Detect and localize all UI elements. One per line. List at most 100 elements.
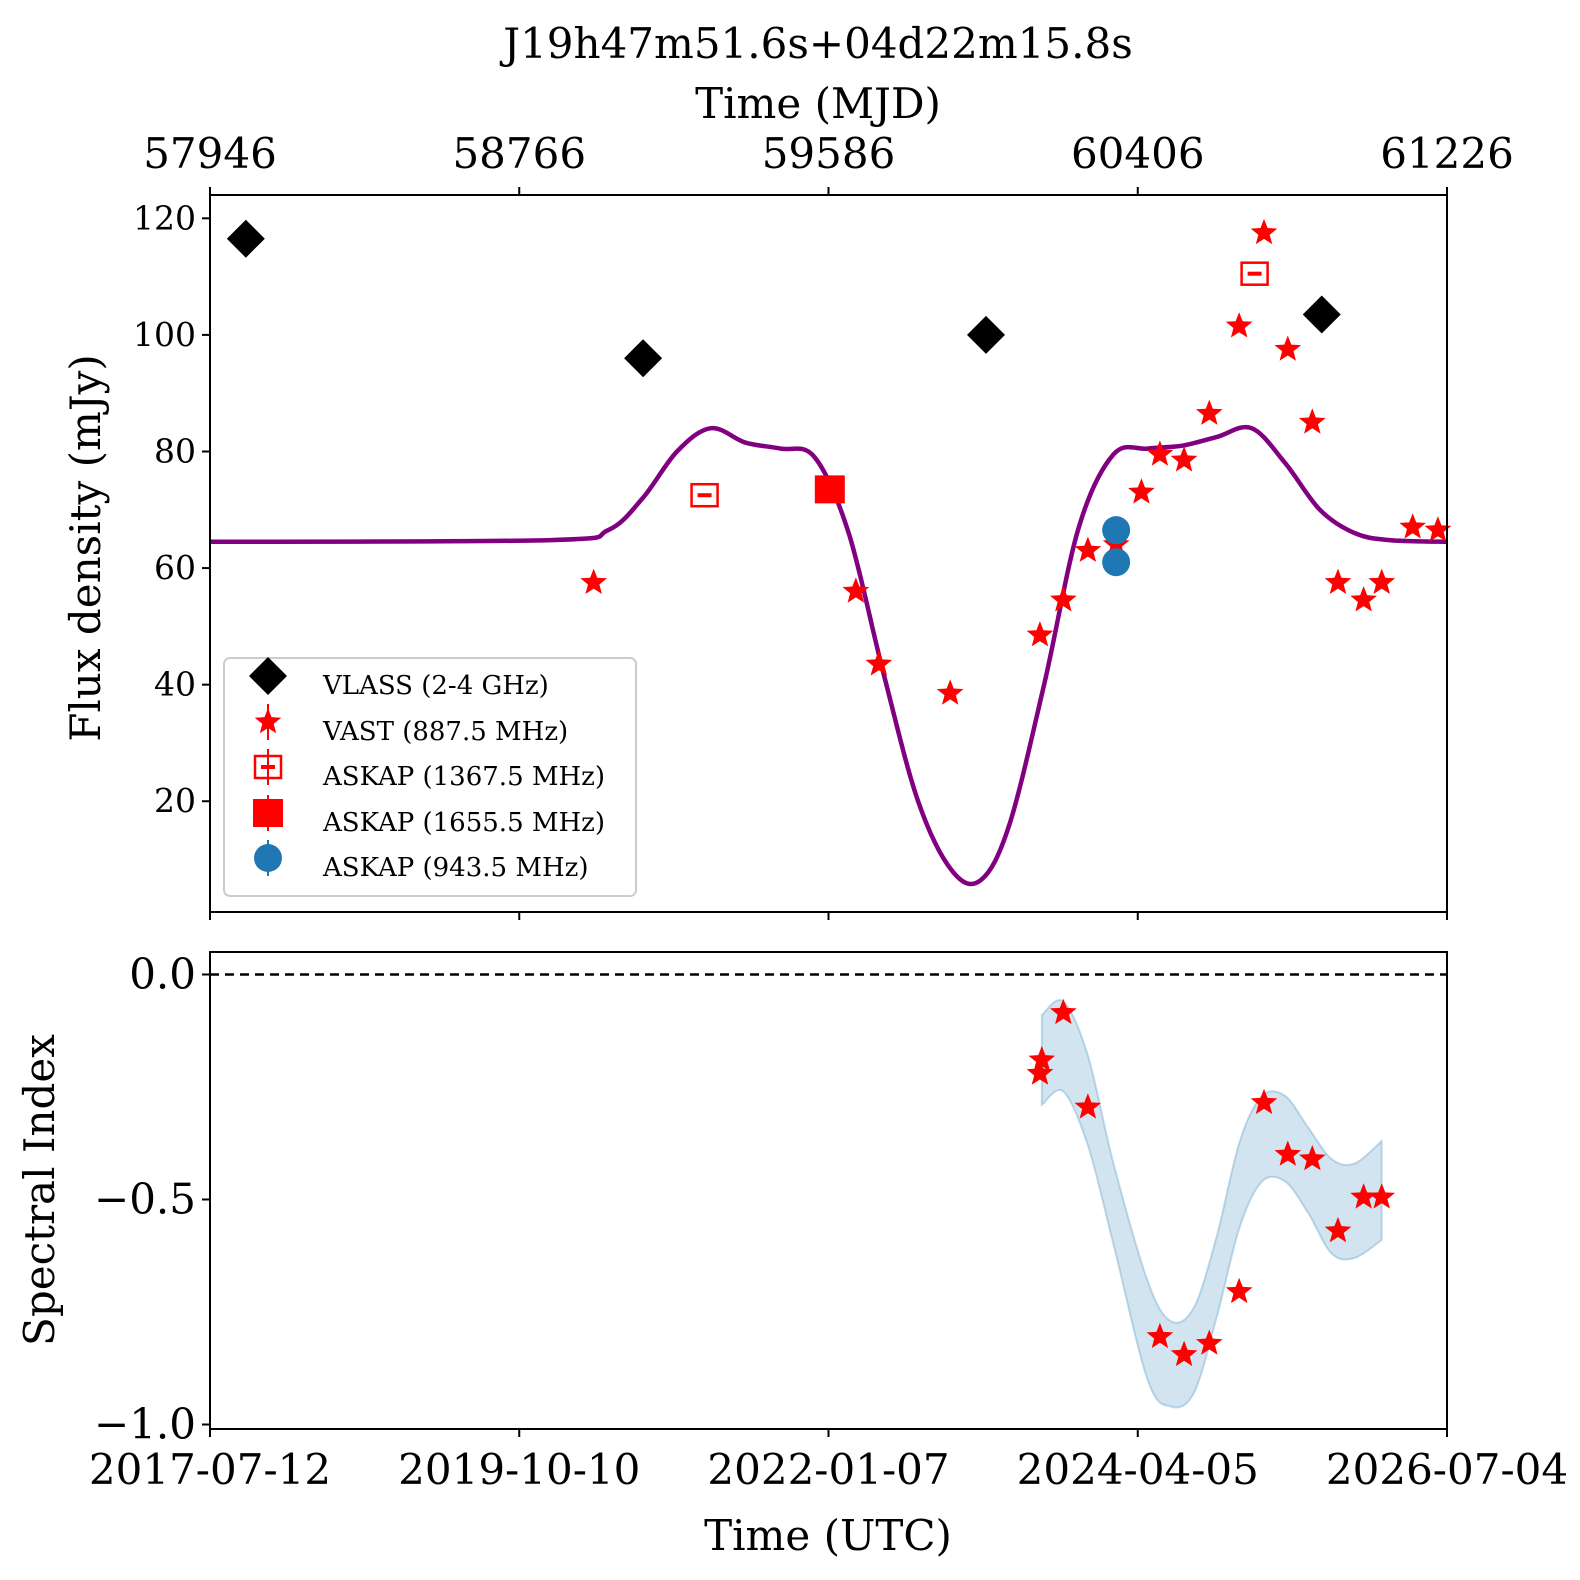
utc-tick-label: 2022-01-07	[707, 1445, 949, 1494]
legend-diamond-marker	[249, 657, 287, 695]
flux-x-tick-marks	[209, 912, 1448, 920]
star-data-point	[1225, 312, 1253, 338]
legend-square-open-marker	[253, 754, 283, 780]
spectral-index-star	[1028, 1046, 1056, 1072]
diamond-data-point	[624, 339, 663, 378]
spectral-index-points	[1026, 998, 1396, 1367]
star-data-point	[1399, 513, 1426, 539]
star-data-point	[1324, 568, 1352, 594]
flux-data-points	[226, 218, 1452, 705]
star-data-point	[1196, 399, 1223, 425]
legend-label-askap-1367: ASKAP (1367.5 MHz)	[322, 762, 605, 792]
diamond-data-point	[967, 315, 1006, 354]
star-data-point	[1350, 586, 1377, 612]
star-data-point	[1368, 568, 1396, 594]
legend-item-askap-1367: ASKAP (1367.5 MHz)	[253, 749, 605, 792]
spectral-y-tick-label: −1.0	[94, 1400, 196, 1449]
utc-tick-label: 2024-04-05	[1017, 1445, 1259, 1494]
legend-square-marker	[253, 799, 283, 827]
spectral-index-star	[1146, 1322, 1174, 1349]
legend-label-askap-943: ASKAP (943.5 MHz)	[322, 853, 588, 883]
legend-label-askap-1655: ASKAP (1655.5 MHz)	[322, 808, 605, 838]
legend-circle-marker	[254, 844, 282, 872]
flux-y-tick-label: 20	[154, 781, 196, 820]
flux-panel: J19h47m51.6s+04d22m15.8s Time (MJD) 5794…	[61, 19, 1514, 920]
star-data-point	[1128, 478, 1155, 504]
spectral-index-star	[1250, 1088, 1278, 1115]
star-data-point	[1146, 440, 1174, 466]
star-data-point	[1299, 408, 1326, 434]
star-data-point	[1424, 516, 1452, 542]
spectral-index-star	[1170, 1340, 1198, 1367]
diamond-data-point	[1302, 295, 1341, 334]
legend-item-vast: VAST (887.5 MHz)	[254, 704, 568, 747]
model-curve	[209, 424, 1448, 887]
star-data-point	[1050, 586, 1077, 612]
spectral-index-star	[1350, 1183, 1377, 1209]
star-data-point	[936, 679, 964, 705]
top-x-axis-label: Time (MJD)	[695, 79, 941, 128]
legend-star-marker	[254, 708, 282, 734]
legend-item-askap-943: ASKAP (943.5 MHz)	[254, 840, 588, 883]
star-data-point	[1026, 621, 1054, 647]
legend-item-vlass: VLASS (2-4 GHz)	[249, 657, 549, 701]
star-data-point	[1274, 335, 1302, 361]
square-open-data-point	[690, 482, 719, 508]
spectral-index-model-band	[1040, 999, 1383, 1409]
mjd-tick-label: 58766	[452, 129, 586, 178]
star-data-point	[842, 577, 870, 603]
mjd-tick-group: 57946 58766 59586 60406 61226	[143, 129, 1514, 195]
legend-label-vast: VAST (887.5 MHz)	[322, 717, 568, 747]
legend-label-vlass: VLASS (2-4 GHz)	[322, 671, 549, 701]
open-square-outline	[253, 754, 283, 780]
diamond-data-point	[226, 219, 265, 258]
mjd-tick-label: 60406	[1071, 129, 1205, 178]
flux-y-tick-label: 40	[154, 665, 196, 704]
square-data-point	[814, 475, 845, 504]
flux-y-tick-label: 100	[133, 315, 196, 354]
spectral-y-axis-label: Spectral Index	[15, 1034, 64, 1346]
spectral-index-star	[1074, 1093, 1102, 1119]
spectral-index-star	[1050, 998, 1077, 1025]
spectral-index-star	[1274, 1140, 1302, 1166]
spectral-y-tick-group: 0.0 −0.5 −1.0	[94, 950, 210, 1449]
spectral-index-star	[1368, 1183, 1396, 1209]
spectral-index-star	[1026, 1059, 1054, 1085]
flux-y-tick-group: 20 40 60 80 100 120	[133, 198, 210, 820]
spectral-index-panel: 0.0 −0.5 −1.0 2017-07-12 2019-10-10 2022-01-…	[15, 950, 1568, 1561]
star-data-point	[865, 650, 893, 676]
square-open-data-point	[1240, 261, 1269, 286]
flux-y-tick-label: 80	[154, 431, 196, 470]
spectral-index-star	[1196, 1329, 1223, 1355]
star-data-point	[1170, 446, 1198, 472]
spectral-index-star	[1324, 1217, 1352, 1243]
open-square-outline	[690, 482, 719, 508]
spectral-y-tick-label: 0.0	[129, 950, 196, 999]
star-data-point	[580, 568, 607, 594]
spectral-y-tick-label: −0.5	[94, 1175, 196, 1224]
mjd-tick-label: 59586	[762, 129, 896, 178]
flux-y-axis-label: Flux density (mJy)	[61, 354, 110, 742]
utc-tick-group: 2017-07-12 2019-10-10 2022-01-07 2024-04-05…	[89, 1429, 1568, 1494]
legend-marker-star	[254, 704, 282, 740]
legend-item-askap-1655: ASKAP (1655.5 MHz)	[253, 795, 605, 838]
flux-y-tick-label: 120	[133, 198, 196, 237]
circle-data-point	[1102, 548, 1131, 577]
mjd-tick-label: 61226	[1380, 129, 1514, 178]
star-data-point	[1250, 218, 1278, 245]
circle-data-point	[1102, 516, 1131, 545]
mjd-tick-label: 57946	[143, 129, 277, 178]
spectral-index-star	[1299, 1145, 1326, 1171]
utc-tick-label: 2026-07-04	[1326, 1445, 1568, 1494]
legend: VLASS (2-4 GHz) VAST (887.5 MHz) ASKAP (…	[223, 657, 637, 897]
legend-marker-diamond	[249, 657, 287, 695]
flux-y-tick-label: 60	[154, 548, 196, 587]
legend-box	[223, 657, 637, 897]
utc-tick-label: 2017-07-12	[89, 1445, 331, 1494]
star-data-point	[1074, 536, 1102, 562]
chart-title: J19h47m51.6s+04d22m15.8s	[499, 19, 1133, 68]
utc-tick-label: 2019-10-10	[398, 1445, 640, 1494]
legend-marker-circle	[254, 840, 282, 876]
spectral-plot-frame	[209, 951, 1448, 1430]
